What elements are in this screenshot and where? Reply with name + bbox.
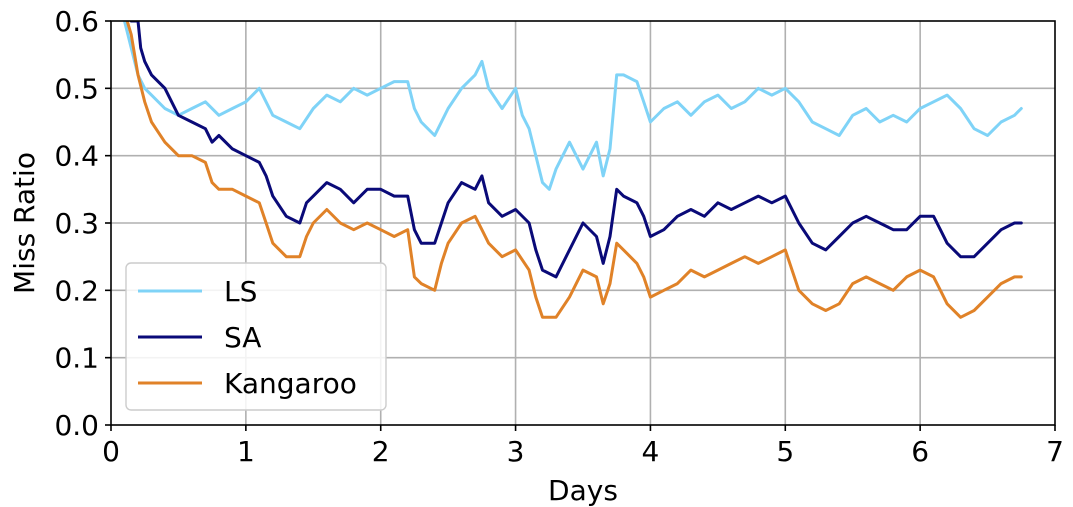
x-tick-label: 0 xyxy=(102,435,120,468)
series-line-kangaroo xyxy=(125,21,1023,319)
series-line-sa xyxy=(129,21,1023,279)
y-tick-label: 0.4 xyxy=(54,140,99,173)
x-tick-label: 3 xyxy=(507,435,525,468)
y-tick-label: 0.6 xyxy=(54,5,99,38)
y-tick-label: 0.5 xyxy=(54,72,99,105)
y-tick-label: 0.2 xyxy=(54,274,99,307)
x-axis-title: Days xyxy=(548,474,618,507)
x-tick-label: 5 xyxy=(776,435,794,468)
x-tick-label: 7 xyxy=(1046,435,1064,468)
legend-label: SA xyxy=(224,321,261,354)
y-tick-label: 0.0 xyxy=(54,409,99,442)
y-axis-title: Miss Ratio xyxy=(8,152,41,294)
y-axis-ticks: 0.0 0.1 0.2 0.3 0.4 0.5 0.6 xyxy=(54,5,111,442)
legend-box xyxy=(125,262,387,411)
series-layer xyxy=(123,21,1023,319)
series-line-ls xyxy=(123,21,1023,191)
legend: LS SA Kangaroo xyxy=(125,262,387,411)
x-tick-label: 6 xyxy=(911,435,929,468)
x-axis-ticks: 0 1 2 3 4 5 6 7 xyxy=(102,425,1064,468)
y-tick-label: 0.1 xyxy=(54,342,99,375)
y-tick-label: 0.3 xyxy=(54,207,99,240)
legend-label: Kangaroo xyxy=(224,367,357,400)
x-tick-label: 1 xyxy=(237,435,255,468)
x-tick-label: 4 xyxy=(642,435,660,468)
x-tick-label: 2 xyxy=(372,435,390,468)
legend-label: LS xyxy=(224,275,257,308)
